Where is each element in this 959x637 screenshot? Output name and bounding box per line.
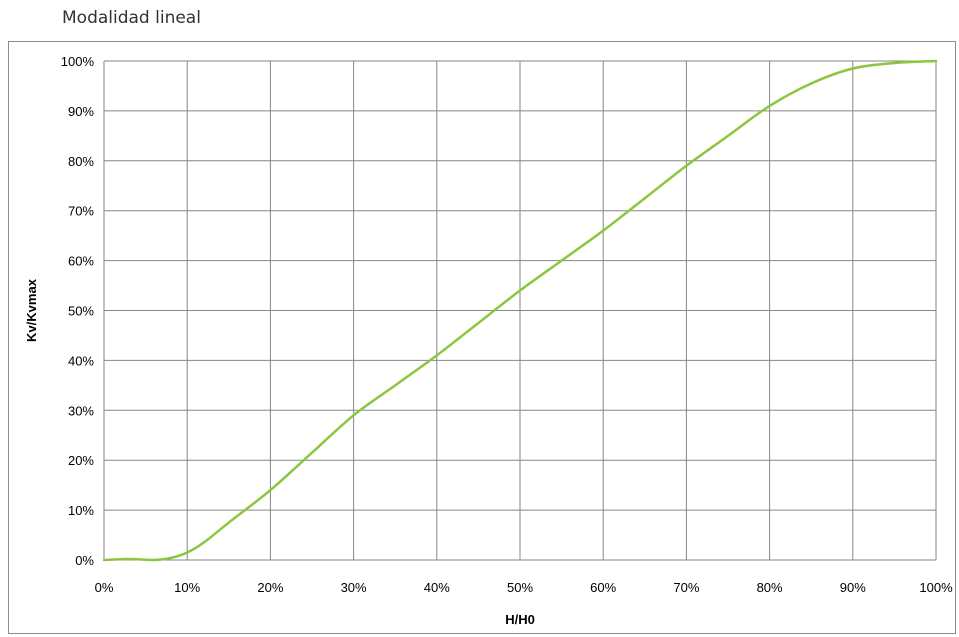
y-tick-label: 10% xyxy=(68,503,94,518)
x-tick-label: 20% xyxy=(257,580,283,595)
y-tick-labels: 0% 10% 20% 30% 40% 50% 60% 70% 80% 90% 100% xyxy=(61,54,95,568)
x-tick-label: 0% xyxy=(95,580,114,595)
x-tick-label: 60% xyxy=(590,580,616,595)
y-tick-label: 80% xyxy=(68,154,94,169)
x-tick-label: 40% xyxy=(424,580,450,595)
x-tick-label: 90% xyxy=(840,580,866,595)
x-tick-labels: 0% 10% 20% 30% 40% 50% 60% 70% 80% 90% 100% xyxy=(95,580,953,595)
series-lines xyxy=(102,59,938,562)
chart-frame xyxy=(8,41,956,634)
x-axis-title: H/H0 xyxy=(505,612,535,627)
x-tick-label: 70% xyxy=(673,580,699,595)
y-axis-title: Kv/Kvmax xyxy=(24,278,39,342)
y-tick-label: 0% xyxy=(75,553,94,568)
x-tick-label: 30% xyxy=(341,580,367,595)
y-tick-label: 50% xyxy=(68,304,94,319)
x-tick-label: 80% xyxy=(757,580,783,595)
y-tick-label: 40% xyxy=(68,353,94,368)
y-tick-label: 100% xyxy=(61,54,95,69)
y-tick-label: 60% xyxy=(68,254,94,269)
gridlines xyxy=(103,60,937,561)
series-line xyxy=(102,59,938,562)
y-tick-label: 70% xyxy=(68,204,94,219)
chart-title: Modalidad lineal xyxy=(62,8,201,28)
x-tick-label: 50% xyxy=(507,580,533,595)
y-tick-label: 30% xyxy=(68,403,94,418)
y-tick-label: 90% xyxy=(68,104,94,119)
x-tick-label: 100% xyxy=(919,580,953,595)
x-tick-label: 10% xyxy=(174,580,200,595)
y-tick-label: 20% xyxy=(68,453,94,468)
